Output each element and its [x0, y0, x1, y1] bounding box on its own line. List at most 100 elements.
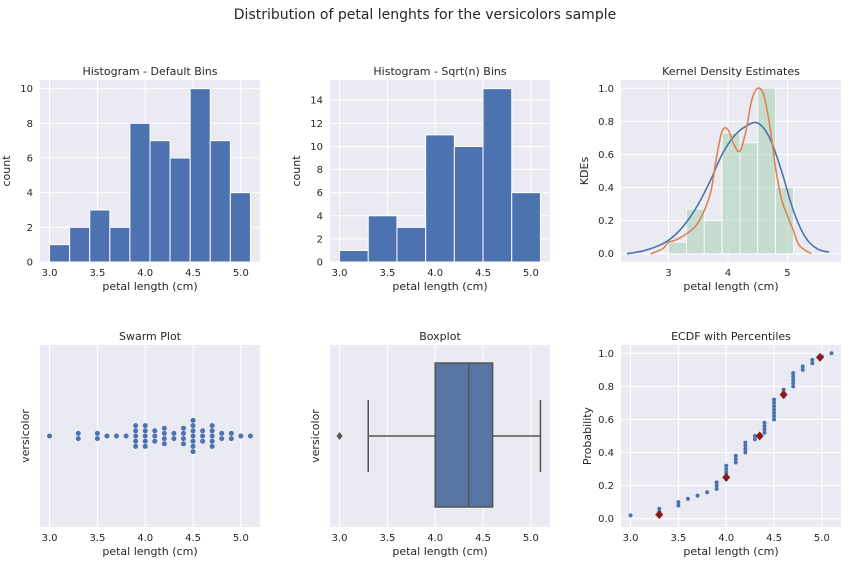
- plot-area: [40, 345, 260, 527]
- swarm-point: [152, 433, 158, 439]
- panel-title: ECDF with Percentiles: [671, 330, 791, 343]
- panel-boxplot: Boxplot 3.0 3.5 4.0 4.5 5.0 petal length (cm) v…: [309, 330, 550, 558]
- swarm-point: [190, 433, 196, 439]
- ecdf-point: [714, 480, 719, 485]
- y-tick-label: 8: [317, 165, 323, 176]
- ecdf-point: [695, 493, 700, 498]
- ecdf-point: [762, 420, 767, 425]
- swarm-point: [152, 438, 158, 444]
- y-tick-label: 0.6: [598, 415, 614, 426]
- swarm-point: [142, 423, 148, 429]
- box-iqr: [434, 362, 494, 508]
- y-axis-label: Probability: [581, 406, 594, 465]
- y-tick-label: 10: [20, 84, 33, 95]
- x-tick-label: 4.5: [475, 533, 491, 544]
- ecdf-point: [733, 457, 738, 462]
- histogram-bar: [129, 122, 151, 263]
- histogram-bar: [453, 145, 484, 263]
- x-tick-label: 4.0: [718, 533, 734, 544]
- swarm-point: [209, 428, 215, 434]
- swarm-point: [219, 436, 225, 442]
- ecdf-point: [772, 400, 777, 405]
- swarm-point: [228, 436, 234, 442]
- kde-hist-bar: [668, 241, 687, 255]
- x-tick-label: 5.0: [814, 533, 830, 544]
- ecdf-point: [810, 357, 815, 362]
- x-tick-label: 4.5: [766, 533, 782, 544]
- y-axis-label: KDEs: [578, 157, 591, 186]
- percentile-marker: [815, 352, 824, 362]
- y-tick-label: 0.6: [598, 150, 614, 161]
- ecdf-point: [762, 430, 767, 435]
- percentile-marker: [722, 472, 731, 482]
- ecdf-point: [829, 351, 834, 356]
- x-tick-label: 3.0: [623, 533, 639, 544]
- ecdf-point: [791, 371, 796, 376]
- ecdf-point: [724, 467, 729, 472]
- y-tick-label: 6: [317, 188, 323, 199]
- swarm-point: [190, 428, 196, 434]
- ecdf-point: [772, 417, 777, 422]
- y-tick-label: 4: [27, 188, 33, 199]
- box-outlier: [336, 432, 343, 440]
- swarm-point: [133, 423, 139, 429]
- panel-histogram-sqrt-bins: Histogram - Sqrt(n) Bins 3.0 3.5 4.0 4.5 5.0 0…: [290, 65, 550, 293]
- histogram-bar: [482, 88, 513, 263]
- ecdf-point: [733, 453, 738, 458]
- swarm-point: [142, 433, 148, 439]
- ecdf-point: [772, 414, 777, 419]
- percentile-marker: [655, 510, 664, 520]
- ecdf-point: [810, 361, 815, 366]
- kde-curve-2: [650, 87, 812, 255]
- panel-title: Kernel Density Estimates: [662, 65, 800, 78]
- x-tick-label: 4: [725, 268, 731, 279]
- x-tick-label: 3.0: [42, 268, 58, 279]
- panel-kernel-density: Kernel Density Estimates 3 4 5 0.0 0.2 0.4 0.6 0…: [578, 65, 841, 293]
- kde-hist-bar: [703, 220, 723, 255]
- kde-hist-bar: [739, 142, 759, 255]
- y-tick-label: 1.0: [598, 349, 614, 360]
- x-tick-label: 3.0: [332, 533, 348, 544]
- panel-title: Histogram - Default Bins: [82, 65, 217, 78]
- histogram-bar: [367, 215, 398, 263]
- ecdf-point: [752, 434, 757, 438]
- x-axis-label: petal length (cm): [392, 545, 487, 558]
- ecdf-point: [743, 450, 748, 455]
- panel-swarm-plot: Swarm Plot 3.0 3.5 4.0 4.5 5.0 petal length (c…: [19, 330, 260, 558]
- x-tick-label: 3.5: [670, 533, 686, 544]
- y-tick-label: 0.4: [598, 183, 614, 194]
- kde-curve-1: [626, 121, 830, 255]
- ecdf-point: [772, 410, 777, 415]
- x-tick-label: 5.0: [523, 533, 539, 544]
- x-tick-label: 4.0: [427, 533, 443, 544]
- swarm-point: [190, 443, 196, 449]
- histogram-bar: [511, 192, 541, 263]
- x-tick-label: 4.0: [427, 268, 443, 279]
- swarm-point: [228, 430, 234, 436]
- ecdf-point: [791, 384, 796, 389]
- histogram-bar: [109, 226, 131, 263]
- x-axis-label: petal length (cm): [102, 280, 197, 293]
- ecdf-point: [743, 447, 748, 452]
- y-tick-label: 0: [27, 258, 33, 269]
- swarm-point: [180, 441, 186, 447]
- swarm-point: [142, 438, 148, 444]
- panel-title: Boxplot: [419, 330, 461, 343]
- swarm-point: [123, 433, 129, 439]
- swarm-point: [133, 438, 139, 444]
- y-tick-label: 0.0: [598, 249, 614, 260]
- ecdf-point: [685, 496, 690, 501]
- swarm-point: [94, 430, 100, 436]
- panel-title: Histogram - Sqrt(n) Bins: [373, 65, 506, 78]
- y-tick-label: 0.4: [598, 448, 614, 459]
- swarm-point: [142, 428, 148, 434]
- swarm-point: [209, 438, 215, 444]
- ecdf-point: [676, 500, 681, 505]
- x-tick-label: 3: [665, 268, 671, 279]
- y-tick-label: 0.2: [598, 481, 614, 492]
- y-tick-label: 2: [27, 223, 33, 234]
- swarm-point: [190, 438, 196, 444]
- ecdf-point: [800, 367, 805, 372]
- histogram-bar: [89, 209, 111, 263]
- y-axis-label: count: [290, 155, 303, 187]
